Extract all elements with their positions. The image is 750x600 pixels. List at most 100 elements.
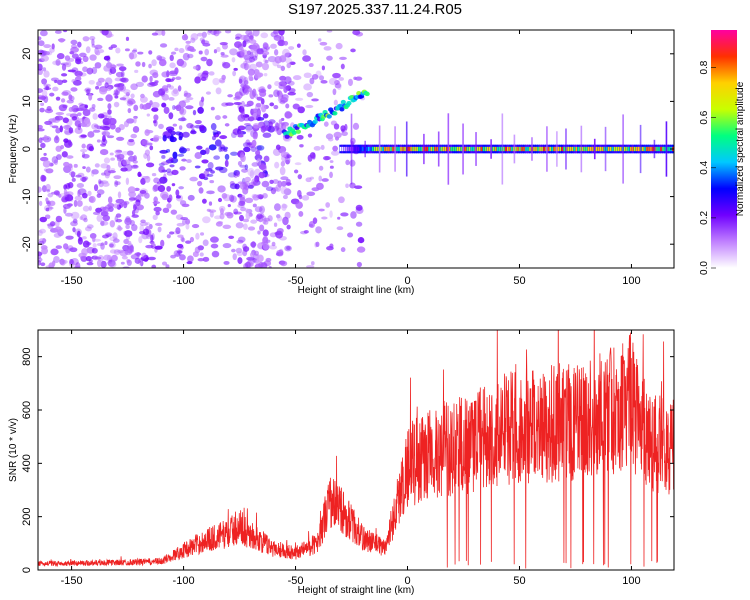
spectrogram-noise-cell — [318, 38, 322, 42]
spectrogram-line-cell — [559, 146, 562, 152]
spectrogram-noise-cell — [329, 160, 334, 164]
spectrogram-noise-cell — [119, 77, 127, 83]
spectrogram-noise-cell — [190, 130, 197, 135]
spectrogram-line-cell — [521, 146, 524, 152]
spectrogram-noise-cell — [178, 117, 187, 122]
spectrogram-noise-cell — [169, 231, 175, 235]
spectrogram-line-cell — [373, 146, 376, 152]
spectrogram-noise-cell — [220, 146, 229, 150]
spectrogram-noise-cell — [111, 254, 118, 262]
spectrogram-noise-cell — [147, 82, 156, 88]
spectrogram-noise-cell — [245, 208, 250, 213]
spectrogram-noise-cell — [151, 107, 159, 112]
spectrogram-noise-cell — [61, 79, 68, 84]
spectrogram-noise-cell — [102, 182, 110, 187]
spectrogram-line-cell — [402, 146, 405, 152]
spectrogram-noise-cell — [99, 87, 108, 95]
spectrogram-noise-cell — [151, 101, 160, 109]
spectrogram-line-cell — [440, 146, 443, 152]
spectrogram-line-cell — [480, 146, 483, 152]
spectrogram-noise-cell — [77, 189, 81, 197]
spectrogram-noise-cell — [181, 158, 187, 162]
spectrogram-noise-cell — [177, 153, 185, 157]
spectrogram-noise-cell — [238, 78, 243, 84]
spectrogram-noise-cell — [318, 165, 324, 171]
spectrogram-noise-cell — [255, 61, 263, 68]
spectrogram-noise-cell — [38, 200, 43, 207]
spectrogram-noise-cell — [88, 79, 95, 85]
spectrogram-noise-cell — [45, 85, 49, 91]
spectrogram-noise-cell — [126, 150, 134, 156]
spectrogram-noise-cell — [88, 145, 95, 152]
spectrogram-noise-cell — [103, 254, 112, 261]
spectrogram-line-cell — [607, 146, 610, 152]
snr-x-tick-label: 0 — [404, 575, 410, 587]
spectrogram-line-cell — [504, 146, 507, 152]
spectrogram-spike — [604, 126, 607, 172]
spectrogram-noise-cell — [38, 63, 43, 71]
spectrogram-noise-cell — [101, 130, 107, 136]
spectrogram-noise-cell — [296, 134, 304, 140]
spectrogram-noise-cell — [148, 50, 153, 55]
spectrogram-noise-cell — [82, 66, 88, 73]
spectrogram-noise-cell — [217, 197, 223, 203]
spectrogram-noise-cell — [237, 193, 243, 198]
spectrogram-noise-cell — [337, 216, 341, 220]
spectrogram-noise-cell — [349, 182, 356, 189]
spectrogram-noise-cell — [95, 85, 100, 90]
spectrogram-noise-cell — [310, 261, 315, 266]
spectrogram-noise-cell — [88, 196, 94, 203]
spectrogram-noise-cell — [176, 58, 185, 67]
spectrogram-noise-cell — [237, 125, 246, 131]
spectrogram-noise-cell — [256, 158, 262, 167]
spectrogram-noise-cell — [254, 263, 262, 268]
spectrogram-noise-cell — [149, 145, 154, 151]
spectrogram-noise-cell — [182, 52, 190, 61]
spectrogram-noise-cell — [210, 123, 217, 131]
spectrogram-noise-cell — [169, 164, 175, 168]
spectrogram-noise-cell — [160, 161, 170, 166]
spectrogram-noise-cell — [278, 30, 285, 36]
spectrogram-line-cell — [432, 146, 435, 152]
spectrogram-noise-cell — [306, 191, 316, 197]
spectrogram-noise-cell — [101, 234, 110, 239]
spectrogram-noise-cell — [229, 194, 235, 202]
spectrogram-noise-cell — [42, 160, 51, 168]
spectrogram-noise-cell — [87, 131, 95, 138]
spectrogram-noise-cell — [251, 139, 257, 147]
spectrogram-noise-cell — [38, 88, 44, 94]
spectrogram-noise-cell — [91, 169, 99, 175]
spectrogram-noise-cell — [256, 96, 263, 101]
spectrogram-noise-cell — [240, 49, 249, 58]
spectrogram-noise-cell — [332, 145, 339, 152]
spectrogram-noise-cell — [350, 48, 356, 53]
spectrogram-noise-cell — [315, 241, 320, 247]
spectrogram-noise-cell — [64, 61, 72, 68]
spectrogram-line-cell — [482, 146, 485, 152]
spectrogram-line-cell — [426, 146, 429, 152]
spectrogram-x-ticks: -150 -100 -50 0 50 100 — [61, 30, 641, 287]
spectrogram-noise-cell — [101, 30, 109, 36]
spectrogram-noise-cell — [185, 105, 194, 110]
spectrogram-noise-cell — [133, 104, 139, 112]
spectrogram-noise-cell — [91, 235, 96, 243]
spectrogram-line-cell — [456, 146, 459, 152]
spectrogram-line-cell — [571, 146, 574, 152]
spectrogram-line-cell — [611, 146, 614, 152]
spectrogram-noise-cell — [242, 187, 249, 195]
spectrogram-spike — [622, 114, 624, 184]
spectrogram-line-cell — [527, 146, 530, 152]
spectrogram-noise-cell — [82, 36, 90, 42]
spectrogram-noise-cell — [272, 125, 280, 132]
spectrogram-noise-cell — [100, 220, 105, 227]
spectrogram-noise-cell — [202, 216, 211, 224]
spectrogram-noise-cell — [99, 148, 109, 156]
spectrogram-noise-cell — [97, 113, 105, 119]
spectrogram-line-cell — [448, 146, 451, 152]
spectrogram-noise-cell — [134, 252, 142, 256]
spectrogram-line-cell — [434, 146, 437, 152]
spectrogram-noise-cell — [102, 135, 106, 143]
spectrogram-noise-cell — [329, 165, 334, 169]
spectrogram-y-tick-label: 10 — [21, 95, 33, 107]
spectrogram-noise-cell — [125, 177, 130, 185]
